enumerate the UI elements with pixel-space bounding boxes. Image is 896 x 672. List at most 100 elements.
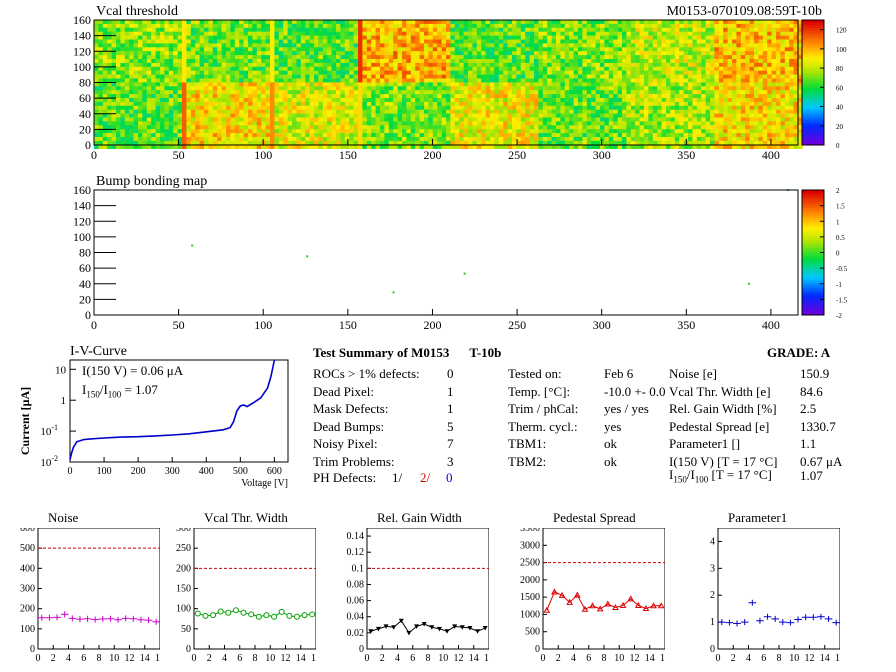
heatmap-cell	[749, 125, 755, 130]
heatmap-cell	[116, 27, 121, 32]
heatmap-cell	[586, 86, 592, 91]
heatmap-cell	[529, 23, 535, 29]
heatmap-cell	[129, 78, 134, 83]
heatmap-cell	[133, 51, 139, 56]
heatmap-cell	[358, 27, 363, 32]
heatmap-cell	[107, 35, 112, 40]
heatmap-cell	[776, 78, 781, 83]
heatmap-cell	[758, 59, 764, 64]
heatmap-cell	[494, 43, 500, 48]
heatmap-cell	[732, 59, 737, 64]
heatmap-cell	[375, 70, 381, 75]
heatmap-cell	[410, 62, 416, 68]
heatmap-cell	[221, 74, 227, 79]
heatmap-cell	[450, 47, 456, 52]
heatmap-cell	[547, 113, 552, 118]
heatmap-cell	[410, 129, 416, 134]
heatmap-cell	[776, 20, 781, 25]
heatmap-cell	[463, 51, 469, 56]
heatmap-cell	[124, 23, 130, 29]
heatmap-cell	[164, 105, 170, 110]
heatmap-cell	[252, 129, 258, 134]
heatmap-cell	[736, 90, 742, 95]
heatmap-cell	[644, 82, 649, 87]
heatmap-cell	[344, 39, 350, 44]
heatmap-cell	[758, 51, 764, 56]
heatmap-cell	[138, 43, 143, 48]
heatmap-cell	[116, 101, 121, 107]
heatmap-cell	[195, 51, 200, 56]
heatmap-cell	[160, 113, 165, 118]
heatmap-cell	[723, 39, 728, 44]
heatmap-cell	[146, 82, 152, 87]
heatmap-cell	[485, 90, 491, 95]
heatmap-cell	[727, 47, 733, 52]
heatmap-cell	[129, 137, 134, 142]
heatmap-cell	[410, 66, 416, 71]
heatmap-cell	[701, 121, 706, 126]
heatmap-cell	[701, 31, 706, 36]
heatmap-cell	[151, 55, 156, 60]
heatmap-cell	[252, 62, 258, 68]
heatmap-cell	[639, 70, 645, 75]
heatmap-cell	[393, 35, 398, 40]
heatmap-cell	[441, 27, 447, 32]
heatmap-cell	[468, 23, 473, 29]
heatmap-cell	[428, 23, 434, 29]
heatmap-cell	[732, 51, 737, 56]
heatmap-cell	[551, 133, 557, 138]
heatmap-cell	[512, 86, 517, 91]
heatmap-cell	[503, 129, 508, 134]
heatmap-cell	[168, 129, 174, 134]
heatmap-cell	[503, 117, 508, 122]
heatmap-cell	[283, 86, 288, 91]
heatmap-cell	[696, 133, 702, 138]
heatmap-cell	[718, 55, 724, 60]
heatmap-cell	[762, 43, 768, 48]
heatmap-cell	[397, 66, 403, 71]
heatmap-cell	[547, 101, 552, 107]
heatmap-cell	[331, 74, 337, 79]
heatmap-cell	[639, 82, 645, 87]
heatmap-cell	[155, 47, 161, 52]
heatmap-cell	[635, 70, 640, 75]
heatmap-cell	[305, 23, 310, 29]
heatmap-cell	[305, 82, 310, 87]
heatmap-cell	[762, 129, 768, 134]
heatmap-cell	[274, 129, 280, 134]
heatmap-cell	[243, 113, 249, 118]
heatmap-cell	[507, 39, 513, 44]
heatmap-cell	[340, 101, 346, 107]
heatmap-cell	[688, 78, 693, 83]
heatmap-cell	[388, 27, 394, 32]
heatmap-cell	[296, 94, 302, 99]
heatmap-cell	[666, 43, 671, 48]
heatmap-cell	[173, 82, 178, 87]
heatmap-cell	[278, 113, 284, 118]
heatmap-cell	[283, 20, 288, 25]
heatmap-cell	[749, 129, 755, 134]
heatmap-cell	[547, 105, 552, 110]
heatmap-cell	[406, 121, 412, 126]
heatmap-cell	[692, 55, 698, 60]
heatmap-cell	[102, 109, 108, 114]
heatmap-cell	[639, 133, 645, 138]
heatmap-cell	[450, 62, 456, 68]
heatmap-cell	[723, 133, 728, 138]
heatmap-cell	[186, 137, 192, 142]
heatmap-cell	[116, 137, 121, 142]
heatmap-cell	[371, 78, 376, 83]
heatmap-cell	[349, 74, 354, 79]
heatmap-cell	[674, 35, 680, 40]
heatmap-cell	[608, 20, 614, 25]
heatmap-cell	[366, 137, 372, 142]
heatmap-cell	[340, 35, 346, 40]
heatmap-cell	[485, 20, 491, 25]
heatmap-cell	[758, 125, 764, 130]
heatmap-cell	[798, 47, 803, 52]
heatmap-cell	[503, 47, 508, 52]
heatmap-cell	[287, 98, 293, 103]
heatmap-cell	[613, 86, 618, 91]
heatmap-cell	[208, 129, 214, 134]
heatmap-cell	[613, 20, 618, 25]
